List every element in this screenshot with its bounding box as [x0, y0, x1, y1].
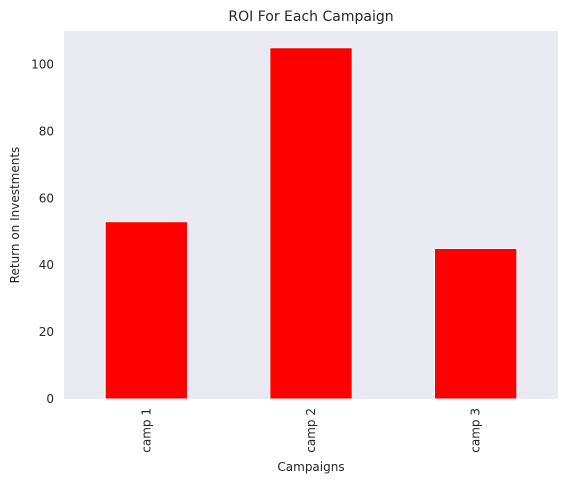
bars-group — [104, 47, 518, 400]
x-tick-label: camp 1 — [139, 408, 153, 453]
y-tick-label: 80 — [39, 124, 54, 138]
x-axis-label: Campaigns — [277, 460, 344, 474]
bar-camp-3 — [434, 247, 518, 400]
y-axis-label: Return on Investments — [8, 147, 22, 284]
y-tick-label: 0 — [46, 392, 54, 406]
y-tick-label: 20 — [39, 325, 54, 339]
y-tick-label: 40 — [39, 258, 54, 272]
bar-camp-2 — [269, 47, 353, 400]
bar-camp-1 — [104, 221, 188, 400]
y-tick-labels: 0 20 40 60 80 100 — [31, 57, 54, 406]
x-tick-label: camp 2 — [304, 408, 318, 453]
chart-title: ROI For Each Campaign — [228, 9, 393, 25]
y-tick-label: 100 — [31, 57, 54, 71]
y-tick-label: 60 — [39, 191, 54, 205]
x-tick-label: camp 3 — [469, 408, 483, 453]
x-tick-labels: camp 1 camp 2 camp 3 — [139, 408, 482, 453]
